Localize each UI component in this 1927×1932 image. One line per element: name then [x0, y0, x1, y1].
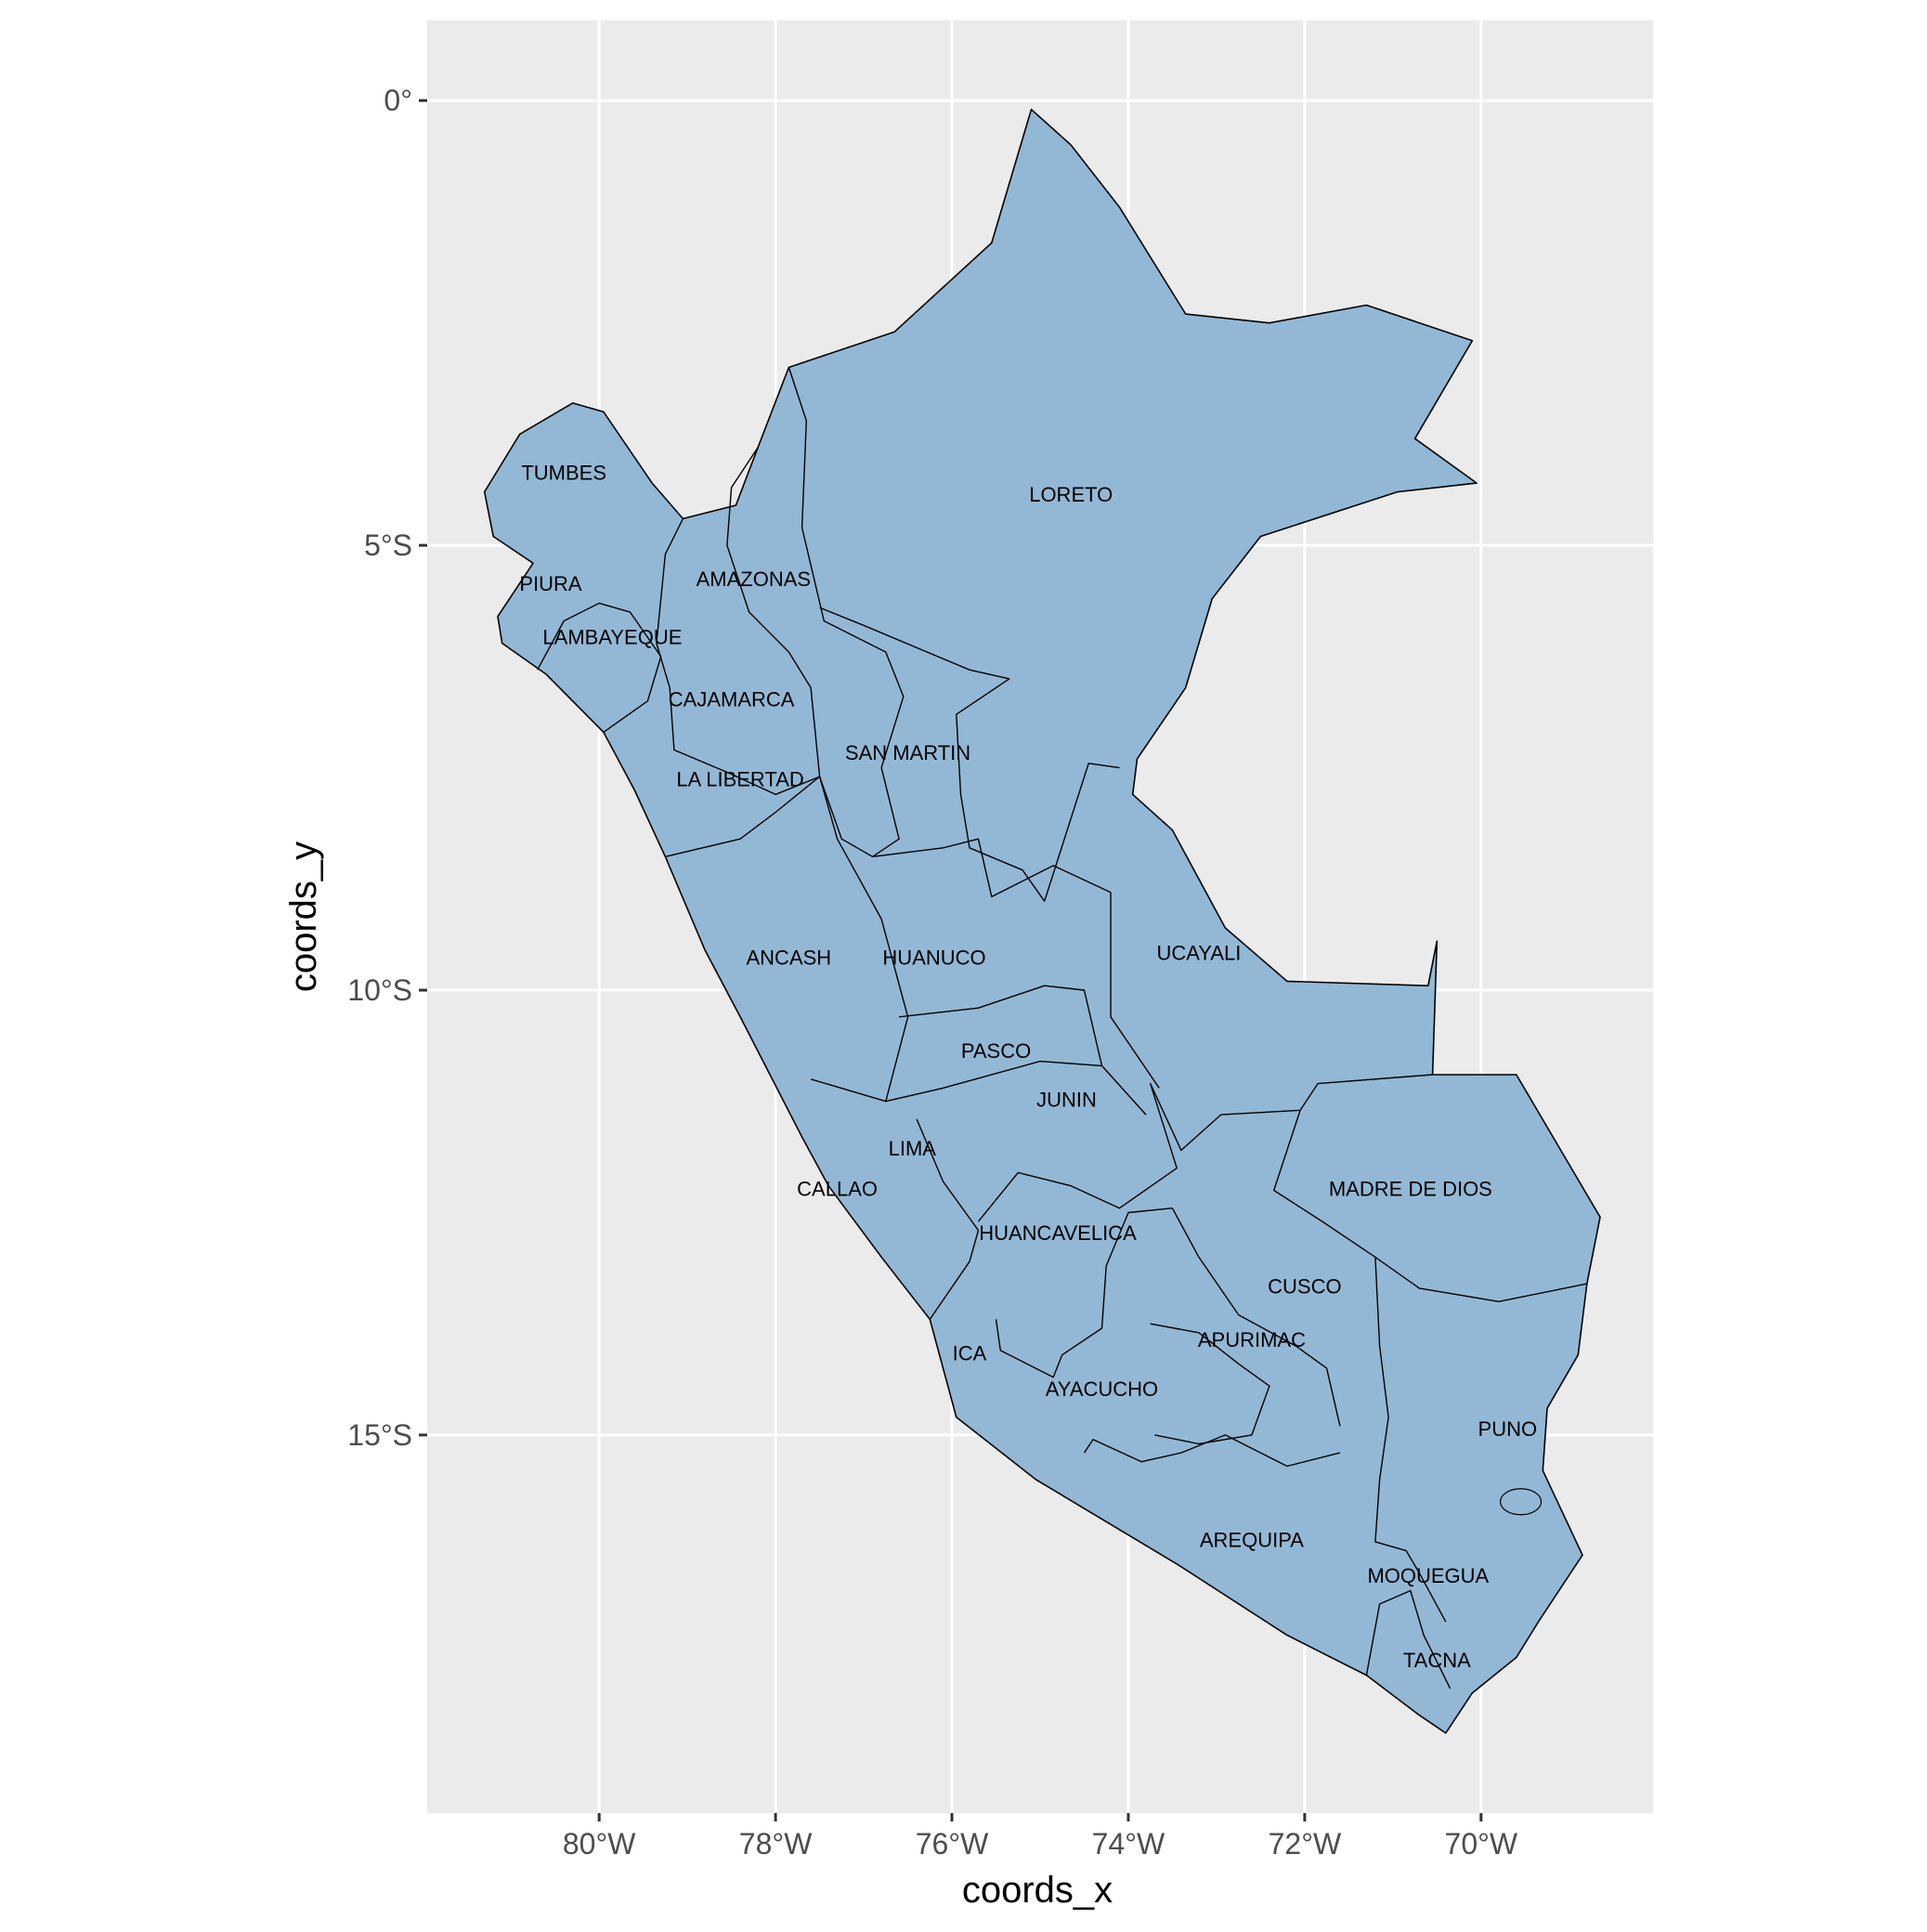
region-label-callao: CALLAO	[797, 1177, 878, 1200]
region-label-loreto: LORETO	[1029, 483, 1113, 506]
region-border	[872, 838, 1160, 1089]
region-border	[810, 776, 909, 1103]
region-border	[656, 518, 820, 795]
region-border	[916, 1118, 980, 1320]
region-label-san-martin: SAN MARTIN	[845, 741, 970, 764]
region-border	[1374, 1257, 1447, 1623]
region-label-ayacucho: AYACUCHO	[1046, 1377, 1158, 1401]
region-border	[1171, 1208, 1341, 1427]
region-label-piura: PIURA	[519, 572, 582, 595]
lake-titicaca-shore	[1499, 1488, 1543, 1516]
region-border	[726, 447, 821, 777]
axes: 80°W 78°W 76°W 74°W 72°W 70°W 0° 5°S 10°S 15°S	[347, 84, 1518, 1860]
region-border	[885, 1060, 1102, 1103]
region-label-moquegua: MOQUEGUA	[1367, 1564, 1489, 1587]
map-layer	[483, 109, 1601, 1734]
y-tick-label: 0°	[384, 84, 412, 117]
region-border	[788, 367, 905, 857]
region-label-tumbes: TUMBES	[521, 461, 606, 484]
y-tick-label: 15°S	[347, 1418, 412, 1452]
region-label-tacna: TACNA	[1403, 1649, 1471, 1672]
region-label-amazonas: AMAZONAS	[697, 568, 811, 591]
region-label-puno: PUNO	[1478, 1417, 1538, 1441]
region-label-huanuco: HUANUCO	[882, 946, 985, 969]
region-border	[995, 1208, 1173, 1378]
region-label-arequipa: AREQUIPA	[1200, 1529, 1304, 1552]
region-border	[1083, 1434, 1341, 1468]
x-tick-label: 74°W	[1092, 1827, 1165, 1860]
region-label-pasco: PASCO	[961, 1039, 1031, 1063]
y-axis-title: coords_y	[283, 842, 324, 992]
region-label-cajamarca: CAJAMARCA	[669, 688, 795, 711]
region-border	[819, 607, 1120, 902]
x-tick-label: 76°W	[916, 1827, 989, 1860]
region-border	[1365, 1589, 1452, 1690]
x-tick-label: 78°W	[739, 1827, 813, 1860]
region-label-madre-de-dios: MADRE DE DIOS	[1329, 1177, 1492, 1200]
region-label-ucayali: UCAYALI	[1156, 942, 1241, 965]
region-border	[977, 1074, 1433, 1222]
region-border	[537, 602, 662, 733]
region-label-junin: JUNIN	[1036, 1089, 1097, 1112]
region-border	[665, 776, 873, 857]
region-label-cusco: CUSCO	[1268, 1275, 1341, 1299]
region-label-apurimac: APURIMAC	[1198, 1328, 1306, 1351]
region-label-lima: LIMA	[889, 1137, 937, 1160]
region-label-ica: ICA	[953, 1342, 987, 1365]
country-outline	[483, 109, 1601, 1734]
region-labels: TUMBES PIURA LAMBAYEQUE AMAZONAS LORETO CAJAM…	[519, 461, 1537, 1672]
y-tick-label: 10°S	[347, 973, 412, 1007]
x-tick-label: 80°W	[563, 1827, 636, 1860]
y-tick-label: 5°S	[364, 529, 412, 562]
x-tick-label: 72°W	[1269, 1827, 1342, 1860]
region-border	[899, 985, 1147, 1116]
region-label-lambayeque: LAMBAYEQUE	[542, 625, 682, 648]
region-border	[1150, 1323, 1270, 1445]
region-label-la-libertad: LA LIBERTAD	[676, 768, 803, 791]
x-axis-title: coords_x	[962, 1870, 1113, 1911]
x-tick-label: 70°W	[1445, 1827, 1518, 1860]
region-label-huancavelica: HUANCAVELICA	[979, 1221, 1137, 1245]
region-label-ancash: ANCASH	[747, 946, 832, 969]
